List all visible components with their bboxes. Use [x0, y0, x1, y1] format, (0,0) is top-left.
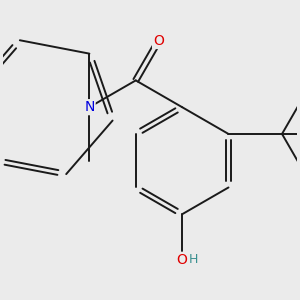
Text: O: O [153, 34, 164, 48]
Text: O: O [177, 253, 188, 267]
Text: N: N [84, 100, 94, 114]
Text: H: H [189, 253, 199, 266]
